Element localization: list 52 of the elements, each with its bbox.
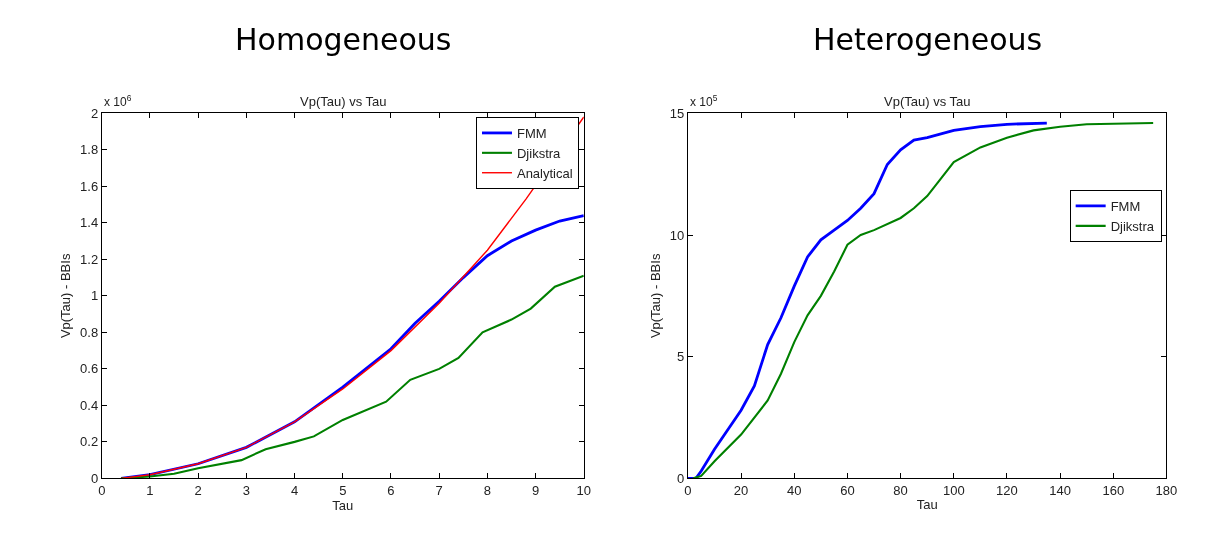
x-axis-title: Tau bbox=[332, 497, 354, 513]
chart-subtitle: Vp(Tau) vs Tau bbox=[300, 94, 387, 109]
chart-subtitle: Vp(Tau) vs Tau bbox=[884, 94, 971, 109]
legend-label: Analytical bbox=[516, 165, 573, 181]
x-tick-label: 4 bbox=[290, 482, 299, 498]
y-tick-label: 1.4 bbox=[80, 215, 99, 231]
y-axis-title: Vp(Tau) - BBIs bbox=[58, 253, 74, 339]
x-tick-label: 7 bbox=[435, 482, 443, 498]
x-tick-label: 10 bbox=[576, 482, 592, 498]
y-tick-label: 0.8 bbox=[80, 324, 99, 340]
chart-title: Heterogeneous bbox=[813, 22, 1043, 57]
x-tick-label: 140 bbox=[1049, 482, 1071, 498]
y-tick-label: 1.6 bbox=[80, 178, 99, 194]
x-tick-label: 8 bbox=[483, 482, 491, 498]
x-axis-title: Tau bbox=[916, 496, 938, 512]
chart-title: Homogeneous bbox=[235, 22, 452, 57]
x-tick-label: 1 bbox=[146, 482, 154, 498]
y-tick-label: 1 bbox=[90, 288, 99, 304]
x-tick-label: 2 bbox=[194, 482, 202, 498]
y-tick-label: 0 bbox=[90, 470, 99, 486]
x-tick-label: 40 bbox=[787, 482, 802, 498]
y-tick-label: 1.2 bbox=[80, 251, 99, 267]
text: x 10$^{6}$ bbox=[104, 93, 132, 110]
line-series bbox=[692, 122, 1155, 479]
legend-label: FMM bbox=[1110, 199, 1141, 215]
line-series bbox=[687, 121, 1049, 479]
line-series bbox=[119, 274, 584, 479]
y-tick-label: 0.4 bbox=[80, 397, 99, 413]
y-tick-label: 2 bbox=[90, 105, 99, 121]
legend-label: Djikstra bbox=[1110, 218, 1155, 234]
x-tick-label: 120 bbox=[996, 482, 1018, 498]
x-tick-label: 160 bbox=[1102, 482, 1125, 498]
y-tick-label: 10 bbox=[669, 227, 685, 243]
text: x 10$^{5}$ bbox=[690, 93, 718, 110]
x-tick-label: 80 bbox=[893, 482, 908, 498]
y-tick-label: 0.2 bbox=[80, 434, 99, 450]
x-tick-label: 9 bbox=[531, 482, 540, 498]
x-tick-label: 20 bbox=[733, 482, 749, 498]
legend-label: FMM bbox=[516, 126, 547, 141]
y-tick-label: 0.6 bbox=[80, 361, 99, 377]
legend-label: Djikstra bbox=[516, 145, 562, 161]
x-tick-label: 60 bbox=[840, 482, 855, 498]
x-tick-label: 100 bbox=[942, 482, 965, 498]
x-tick-label: 5 bbox=[339, 482, 347, 498]
x-tick-label: 180 bbox=[1155, 482, 1178, 498]
x-tick-label: 6 bbox=[387, 482, 395, 498]
y-axis-title: Vp(Tau) - BBIs bbox=[647, 253, 663, 339]
y-tick-label: 15 bbox=[669, 105, 685, 121]
y-tick-label: 0 bbox=[677, 470, 685, 486]
x-tick-label: 3 bbox=[242, 482, 250, 498]
y-tick-label: 1.8 bbox=[80, 142, 99, 158]
y-tick-label: 5 bbox=[677, 349, 685, 365]
